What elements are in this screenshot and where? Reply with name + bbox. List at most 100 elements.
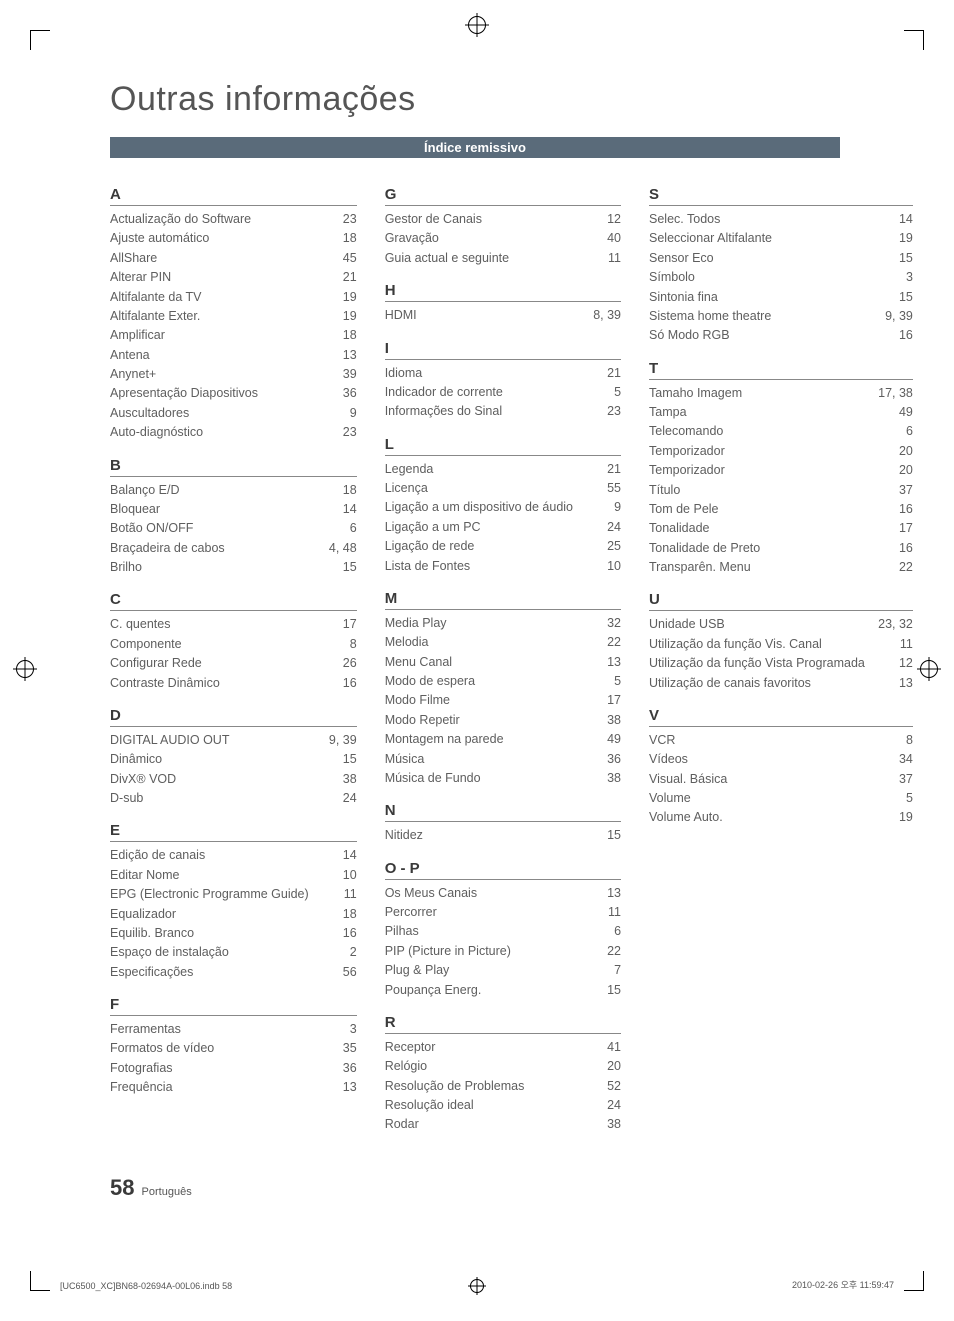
index-entry: Sistema home theatre9, 39 [649, 307, 913, 326]
index-entry: Volume Auto.19 [649, 808, 913, 827]
page-title: Outras informações [110, 80, 840, 119]
index-page-ref: 11 [579, 249, 621, 268]
index-term: C. quentes [110, 615, 315, 634]
index-page-ref: 34 [871, 750, 913, 769]
index-term: Resolução de Problemas [385, 1077, 579, 1096]
index-page-ref: 14 [871, 210, 913, 229]
index-entry: Volume5 [649, 789, 913, 808]
index-term: Dinâmico [110, 750, 315, 769]
index-term: Montagem na parede [385, 730, 579, 749]
index-entry: Tonalidade de Preto16 [649, 539, 913, 558]
index-page-ref: 9, 39 [315, 731, 357, 750]
index-term: Botão ON/OFF [110, 519, 315, 538]
index-page-ref: 6 [579, 922, 621, 941]
index-term: Modo de espera [385, 672, 579, 691]
index-page-ref: 15 [315, 558, 357, 577]
index-term: Guia actual e seguinte [385, 249, 579, 268]
index-entry: Editar Nome10 [110, 866, 357, 885]
index-term: Apresentação Diapositivos [110, 384, 315, 403]
index-page-ref: 21 [315, 268, 357, 287]
index-entry: Dinâmico15 [110, 750, 357, 769]
index-page-ref: 26 [315, 654, 357, 673]
index-term: Amplificar [110, 326, 315, 345]
index-page-ref: 22 [579, 633, 621, 652]
index-page-ref: 24 [579, 1096, 621, 1115]
index-entry: Gravação40 [385, 229, 621, 248]
index-entry: Botão ON/OFF6 [110, 519, 357, 538]
index-page-ref: 12 [871, 654, 913, 673]
index-term: Altifalante Exter. [110, 307, 315, 326]
index-page-ref: 4, 48 [315, 539, 357, 558]
index-entry: Música de Fundo38 [385, 769, 621, 788]
index-entry: Altifalante Exter.19 [110, 307, 357, 326]
index-page-ref: 38 [579, 769, 621, 788]
index-entry: Ligação a um PC24 [385, 518, 621, 537]
index-term: Fotografias [110, 1059, 315, 1078]
index-page-ref: 38 [579, 711, 621, 730]
index-term: Idioma [385, 364, 579, 383]
index-page-ref: 10 [579, 557, 621, 576]
footer-left-text: [UC6500_XC]BN68-02694A-00L06.indb 58 [60, 1281, 232, 1291]
index-entry: Música36 [385, 750, 621, 769]
index-page-ref: 15 [871, 249, 913, 268]
index-section-letter: U [649, 591, 913, 608]
index-column: AActualização do Software23Ajuste automá… [110, 172, 357, 1135]
crop-mark [904, 30, 924, 50]
index-term: Título [649, 481, 871, 500]
index-term: Ferramentas [110, 1020, 315, 1039]
section-rule [110, 1015, 357, 1016]
index-entry: Equalizador18 [110, 905, 357, 924]
document-page: Outras informações Índice remissivo AAct… [0, 0, 954, 1321]
index-page-ref: 11 [871, 635, 913, 654]
index-entry: Lista de Fontes10 [385, 557, 621, 576]
index-columns: AActualização do Software23Ajuste automá… [110, 172, 840, 1135]
index-page-ref: 15 [579, 826, 621, 845]
index-term: Símbolo [649, 268, 871, 287]
index-page-ref: 38 [579, 1115, 621, 1134]
index-entry: Anynet+39 [110, 365, 357, 384]
index-entry: Ligação a um dispositivo de áudio9 [385, 498, 621, 517]
index-term: Bloquear [110, 500, 315, 519]
index-term: Lista de Fontes [385, 557, 579, 576]
index-term: Equilib. Branco [110, 924, 315, 943]
index-entry: PIP (Picture in Picture)22 [385, 942, 621, 961]
index-page-ref: 18 [315, 481, 357, 500]
index-section-letter: S [649, 186, 913, 203]
index-section-letter: E [110, 822, 357, 839]
index-term: Relógio [385, 1057, 579, 1076]
index-entry: Sensor Eco15 [649, 249, 913, 268]
index-entry: Temporizador20 [649, 442, 913, 461]
index-term: Sintonia fina [649, 288, 871, 307]
index-term: Pilhas [385, 922, 579, 941]
index-section-letter: G [385, 186, 621, 203]
index-term: Actualização do Software [110, 210, 315, 229]
index-entry: Plug & Play7 [385, 961, 621, 980]
index-page-ref: 16 [871, 326, 913, 345]
index-term: Nitidez [385, 826, 579, 845]
index-page-ref: 6 [871, 422, 913, 441]
index-entry: Temporizador20 [649, 461, 913, 480]
index-section-letter: M [385, 590, 621, 607]
index-entry: Receptor41 [385, 1038, 621, 1057]
index-page-ref: 21 [579, 364, 621, 383]
index-term: D-sub [110, 789, 315, 808]
index-entry: D-sub24 [110, 789, 357, 808]
index-entry: Modo Repetir38 [385, 711, 621, 730]
index-page-ref: 23, 32 [871, 615, 913, 634]
crop-mark [30, 1271, 50, 1291]
index-page-ref: 23 [315, 423, 357, 442]
index-entry: Resolução ideal24 [385, 1096, 621, 1115]
index-page-ref: 32 [579, 614, 621, 633]
index-page-ref: 8, 39 [579, 306, 621, 325]
index-page-ref: 16 [871, 539, 913, 558]
index-page-ref: 37 [871, 770, 913, 789]
index-term: Volume Auto. [649, 808, 871, 827]
index-entry: Vídeos34 [649, 750, 913, 769]
index-entry: Formatos de vídeo35 [110, 1039, 357, 1058]
index-term: Tampa [649, 403, 871, 422]
index-term: Vídeos [649, 750, 871, 769]
index-term: Antena [110, 346, 315, 365]
index-page-ref: 19 [315, 288, 357, 307]
index-page-ref: 22 [579, 942, 621, 961]
section-rule [649, 726, 913, 727]
